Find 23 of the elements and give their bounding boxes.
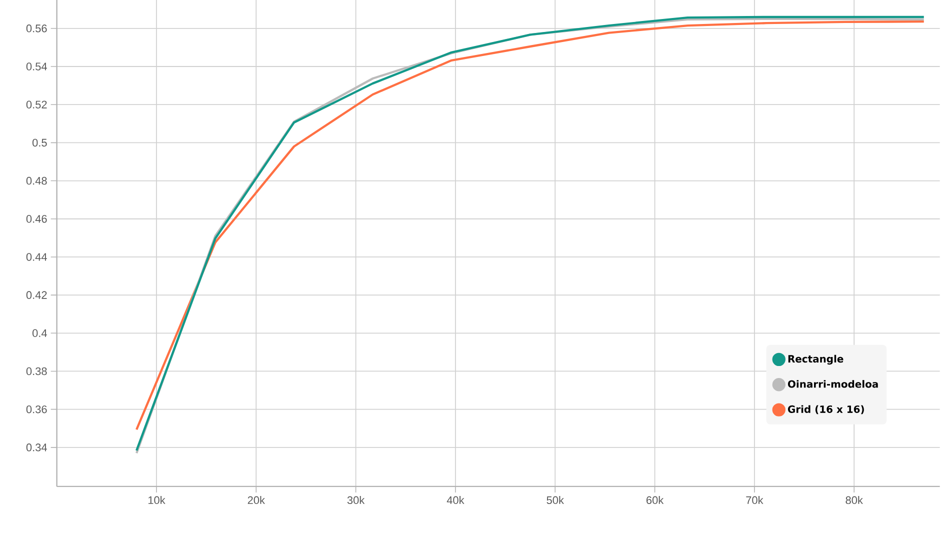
y-tick-label: 0.54 [26,62,47,70]
y-tick-label: 0.42 [26,291,47,299]
y-tick-label: 0.52 [26,100,47,108]
x-tick-label: 20k [248,496,265,504]
x-tick-label: 30k [347,496,365,504]
x-tick-label: 80k [846,496,863,504]
x-tick-label: 60k [646,496,664,504]
x-tick-label: 50k [546,496,564,504]
x-tick-label: 10k [148,496,166,504]
x-tick-label: 70k [746,496,764,504]
y-tick-label: 0.5 [32,138,47,147]
legend-label: Grid (16 x 16) [788,405,864,414]
x-tick-label: 40k [446,496,464,504]
y-tick-label: 0.38 [26,367,47,376]
y-tick-label: 0.44 [26,253,47,261]
y-tick-label: 0.36 [26,405,47,414]
legend-label: Rectangle [788,354,844,365]
y-tick-label: 0.56 [26,24,47,32]
y-tick-label: 0.4 [32,329,47,338]
y-tick-label: 0.34 [26,444,47,452]
y-tick-label: 0.48 [26,176,47,185]
y-tick-label: 0.46 [26,215,47,223]
legend-label: Oinarri-modeloa [788,380,878,388]
